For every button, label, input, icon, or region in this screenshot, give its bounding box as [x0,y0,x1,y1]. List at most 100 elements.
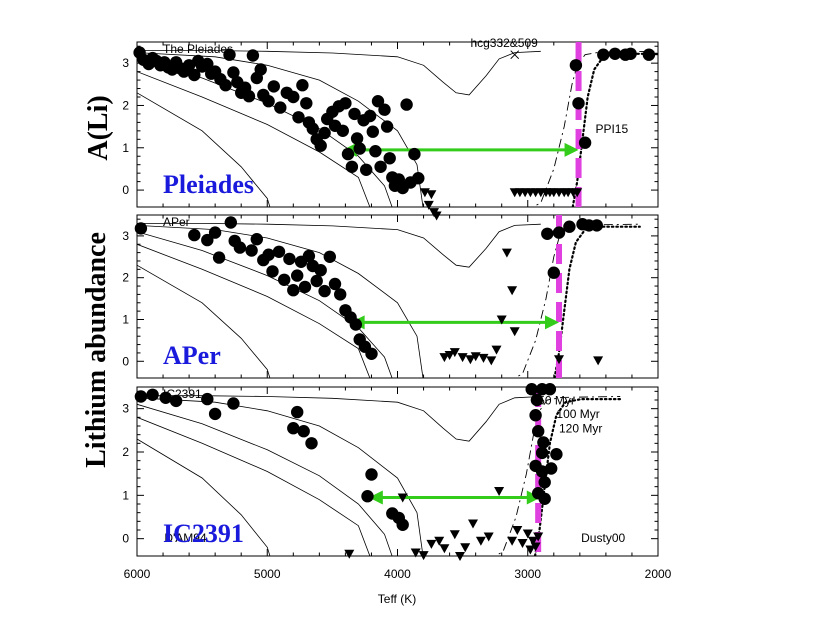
li-detection-point [363,109,377,123]
li-detection-point [396,518,409,531]
li-detection-point [530,393,544,407]
li-detection-point [305,437,318,450]
li-detection-point [250,233,263,246]
li-detection-point [408,147,421,161]
li-detection-point [287,422,300,435]
li-detection-point [272,245,286,258]
li-detection-point [134,222,148,235]
isochrone-track [137,395,541,442]
isochrone-track [137,231,393,378]
li-detection-point [298,280,312,294]
li-detection-point [302,249,316,263]
li-detection-point [350,132,364,145]
dusty-track-dashed [531,50,658,207]
isochrone-track [137,92,271,207]
li-detection-point [371,95,385,108]
y-tick-label: 2 [122,271,129,285]
li-upper-limit [501,248,512,258]
y-tick-label: 1 [122,312,129,326]
li-detection-point [328,277,342,291]
li-detection-point [287,90,300,104]
y-tick-label: 1 [122,488,129,502]
li-detection-point [541,227,554,240]
li-detection-point [169,394,183,408]
y-tick-label: 0 [122,183,129,197]
y-tick-label: 1 [122,141,129,155]
li-detection-point [383,152,396,165]
li-upper-limit [410,548,421,558]
li-upper-limit [344,549,355,559]
li-detection-point [278,273,291,286]
li-upper-limit [496,315,507,325]
panel-annotation: hcg332&509 [470,36,538,50]
li-detection-point [314,264,327,277]
li-detection-point [318,284,331,298]
li-upper-limit [522,529,533,539]
li-detection-point [291,269,304,282]
li-upper-limit [434,536,445,546]
li-upper-limit [475,536,486,546]
li-detection-point [134,390,148,403]
y-tick-label: 3 [122,402,129,416]
li-upper-limit [530,542,541,552]
panel-ic2391: 0 1 2 3 6000 5000 4000 3000 2000 IC2391 50 Myr100 … [122,383,672,581]
li-upper-limit [439,353,450,363]
isochrone-track [137,438,271,556]
isochrone-track [137,50,541,96]
li-detection-point [365,468,378,481]
li-detection-point [369,145,382,158]
li-detection-point [535,446,549,460]
panel-corner-label: The Pleiades [163,42,233,56]
li-detection-point [538,492,551,505]
li-detection-point [146,388,159,401]
panel-annotation: 50 Myr [538,393,575,407]
li-detection-point [360,163,373,176]
arrow-head-right [564,142,579,157]
li-detection-point [380,120,394,133]
li-detection-point [339,97,352,110]
li-detection-point [300,97,313,110]
cluster-name-label: Pleiades [163,170,254,199]
li-detection-point [212,251,226,264]
isochrone-track [137,222,541,268]
panel-corner-label: IC2391 [163,387,202,401]
li-detection-point [590,219,603,232]
panel-pleiades: 0 1 2 3 The Pleiades hcg332&509 PPI15 Pleiades [122,36,659,221]
isochrone-track [137,225,424,378]
x-tick-label: 3000 [514,567,541,581]
y-tick-label: 2 [122,445,129,459]
li-detection-point [336,124,349,137]
li-detection-point [412,172,425,185]
panel-annotation: 100 Myr [556,407,599,421]
li-upper-limit [528,536,538,546]
li-detection-point [296,79,309,92]
isochrone-track [137,243,371,378]
y-axis-label: Lithium abundance [81,232,112,468]
li-upper-limit [444,351,455,360]
li-detection-point [572,97,585,110]
li-detection-point [365,347,378,360]
panel-annotation: Dusty00 [581,531,625,545]
li-detection-point [208,407,222,421]
li-detection-point [297,425,310,438]
li-detection-point [624,47,637,60]
cross-marker [510,50,520,60]
li-detection-point [563,220,576,233]
arrow-head-right [545,315,560,330]
li-detection-point [552,226,566,239]
li-detection-point [578,136,592,149]
li-upper-limit [457,353,468,363]
li-detection-point [597,48,610,61]
li-detection-point [188,68,201,82]
li-detection-point [233,241,247,254]
x-tick-label: 5000 [254,567,281,581]
li-upper-limit [525,545,536,555]
cluster-name-label: IC2391 [163,519,244,548]
li-detection-point [366,125,379,138]
li-detection-point [642,48,656,61]
li-upper-limit [460,543,471,553]
li-upper-limit [507,536,518,546]
li-detection-point [318,126,331,140]
isochrone-track [137,71,371,207]
